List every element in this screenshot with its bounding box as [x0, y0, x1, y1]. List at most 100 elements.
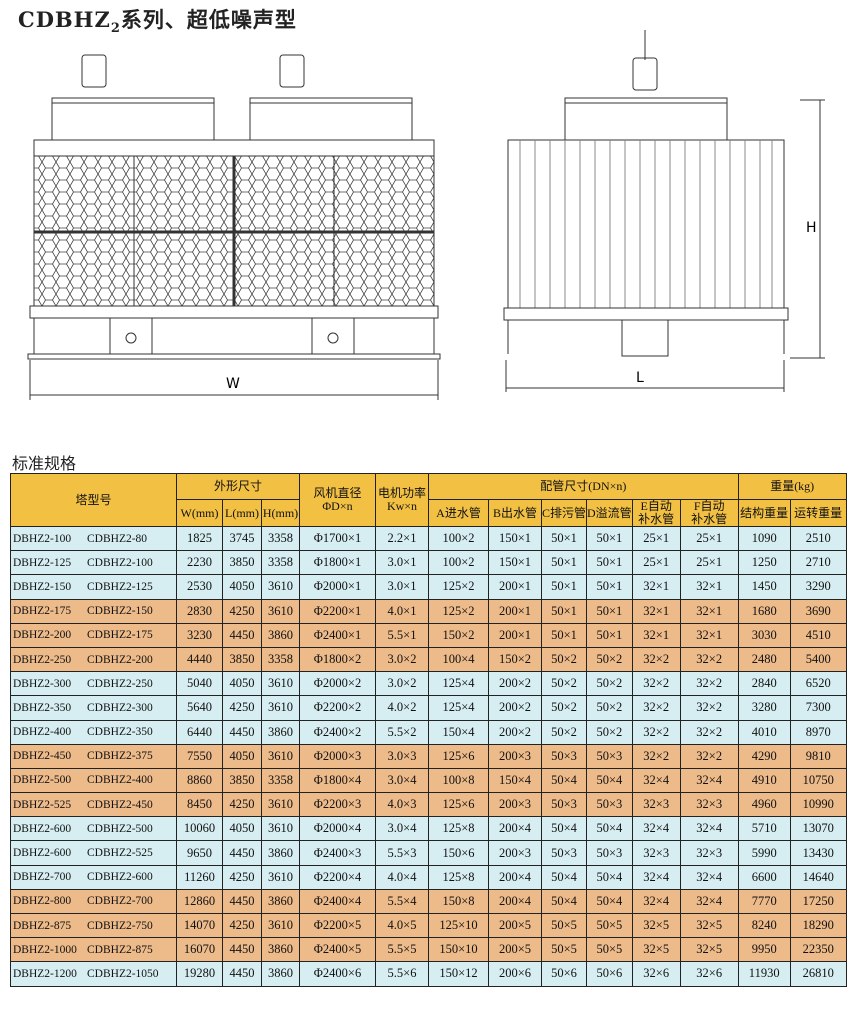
cell-c: 50×1 — [540, 525, 588, 552]
cell-l: 4450 — [222, 719, 262, 745]
cell-w: 14070 — [176, 912, 223, 939]
cell-b: 200×2 — [488, 671, 542, 697]
header-c: C排污管 — [540, 499, 588, 527]
model-name: DBHZ2-125 — [13, 556, 72, 569]
cell-fan: Φ1800×1 — [299, 550, 376, 576]
cell-rw: 18290 — [789, 912, 847, 939]
cell-e: 32×2 — [631, 646, 681, 673]
cell-fan: Φ2000×2 — [299, 671, 376, 697]
cell-c: 50×3 — [540, 840, 588, 866]
model-name-alt: CDBHZ2-100 — [87, 556, 153, 569]
cell-l: 4250 — [222, 864, 262, 890]
cooling-tower-drawing: W L H — [27, 30, 825, 400]
cell-f: 25×1 — [679, 525, 739, 552]
table-row: DBHZ2-250 CDBHZ2-200 4440 3850 3358 Φ1800×2 3.… — [10, 646, 847, 673]
cell-a: 150×8 — [428, 888, 489, 915]
cell-model: DBHZ2-1200 CDBHZ2-1050 — [10, 961, 177, 987]
model-name: DBHZ2-800 — [13, 895, 72, 908]
cell-d: 50×3 — [586, 792, 633, 818]
table-row: DBHZ2-700 CDBHZ2-600 11260 4250 3610 Φ2200×4 4… — [10, 864, 847, 890]
cell-f: 32×1 — [679, 574, 739, 600]
cell-h: 3860 — [261, 840, 300, 866]
header-f: F自动 补水管 — [679, 499, 739, 527]
cell-sw: 5710 — [737, 816, 791, 842]
cell-f: 32×3 — [679, 840, 739, 866]
cell-model: DBHZ2-700 CDBHZ2-600 — [10, 864, 177, 890]
cell-w: 2530 — [176, 574, 223, 600]
cell-c: 50×2 — [540, 671, 588, 697]
cell-c: 50×3 — [540, 792, 588, 818]
model-name-alt: CDBHZ2-200 — [87, 653, 153, 666]
header-l: L(mm) — [222, 499, 262, 527]
cell-w: 11260 — [176, 864, 223, 890]
cell-f: 32×2 — [679, 646, 739, 673]
model-name-alt: CDBHZ2-400 — [87, 774, 153, 787]
cell-w: 4440 — [176, 646, 223, 673]
cell-l: 3850 — [222, 767, 262, 794]
side-view — [503, 30, 825, 392]
spec-table: 塔型号 外形尺寸 风机直径 ΦD×n 电机功率 Kw×n 配管尺寸(DN×n) 重量… — [10, 473, 847, 987]
cell-l: 3745 — [222, 525, 262, 552]
cell-rw: 4510 — [789, 622, 847, 648]
cell-l: 4250 — [222, 695, 262, 721]
cell-sw: 4910 — [737, 767, 791, 794]
cell-h: 3610 — [261, 598, 300, 624]
cell-d: 50×1 — [586, 622, 633, 648]
cell-rw: 13070 — [789, 816, 847, 842]
cell-fan: Φ2400×1 — [299, 622, 376, 648]
model-name: DBHZ2-350 — [13, 701, 72, 714]
model-name: DBHZ2-875 — [13, 919, 72, 932]
model-name-alt: CDBHZ2-300 — [87, 701, 153, 714]
cell-fan: Φ1800×2 — [299, 646, 376, 673]
cell-a: 100×2 — [428, 550, 489, 576]
cell-fan: Φ1800×4 — [299, 767, 376, 794]
section-title: 标准规格 — [12, 454, 77, 473]
cell-b: 200×6 — [488, 961, 542, 987]
cell-d: 50×1 — [586, 598, 633, 624]
cell-a: 150×12 — [428, 961, 489, 987]
cell-e: 32×2 — [631, 695, 681, 721]
cell-a: 125×6 — [428, 792, 489, 818]
width-dimension-label: W — [226, 376, 240, 392]
cell-d: 50×6 — [586, 961, 633, 987]
cell-w: 6440 — [176, 719, 223, 745]
cell-a: 125×2 — [428, 574, 489, 600]
cell-rw: 9810 — [789, 743, 847, 769]
cell-d: 50×2 — [586, 695, 633, 721]
model-name: DBHZ2-150 — [13, 580, 72, 593]
cell-e: 32×3 — [631, 792, 681, 818]
cell-motor: 5.5×3 — [375, 840, 429, 866]
cell-model: DBHZ2-200 CDBHZ2-175 — [10, 622, 177, 648]
cell-motor: 5.5×1 — [375, 622, 429, 648]
cell-motor: 3.0×1 — [375, 550, 429, 576]
title-suffix: 系列、超低噪声型 — [120, 7, 297, 32]
cell-sw: 3030 — [737, 622, 791, 648]
cell-l: 3850 — [222, 550, 262, 576]
cell-rw: 22350 — [789, 937, 847, 963]
header-h: H(mm) — [261, 499, 300, 527]
cell-a: 125×8 — [428, 816, 489, 842]
cell-motor: 4.0×5 — [375, 912, 429, 939]
model-name: DBHZ2-1200 — [13, 967, 77, 980]
cell-f: 32×2 — [679, 743, 739, 769]
cell-f: 32×2 — [679, 719, 739, 745]
cell-d: 50×2 — [586, 646, 633, 673]
header-model: 塔型号 — [10, 473, 177, 527]
cell-f: 32×4 — [679, 864, 739, 890]
cell-fan: Φ2400×2 — [299, 719, 376, 745]
model-name: DBHZ2-525 — [13, 798, 72, 811]
table-row: DBHZ2-800 CDBHZ2-700 12860 4450 3860 Φ2400×4 5… — [10, 888, 847, 915]
cell-b: 200×3 — [488, 840, 542, 866]
table-row: DBHZ2-500 CDBHZ2-400 8860 3850 3358 Φ1800×4 3.… — [10, 767, 847, 794]
cell-motor: 3.0×2 — [375, 646, 429, 673]
cell-h: 3358 — [261, 550, 300, 576]
model-name-alt: CDBHZ2-250 — [87, 677, 153, 690]
cell-e: 32×4 — [631, 888, 681, 915]
cell-b: 200×4 — [488, 888, 542, 915]
cell-motor: 4.0×4 — [375, 864, 429, 890]
cell-motor: 3.0×1 — [375, 574, 429, 600]
model-name-alt: CDBHZ2-500 — [87, 822, 153, 835]
cell-h: 3610 — [261, 574, 300, 600]
model-name-alt: CDBHZ2-600 — [87, 871, 153, 884]
cell-motor: 5.5×6 — [375, 961, 429, 987]
